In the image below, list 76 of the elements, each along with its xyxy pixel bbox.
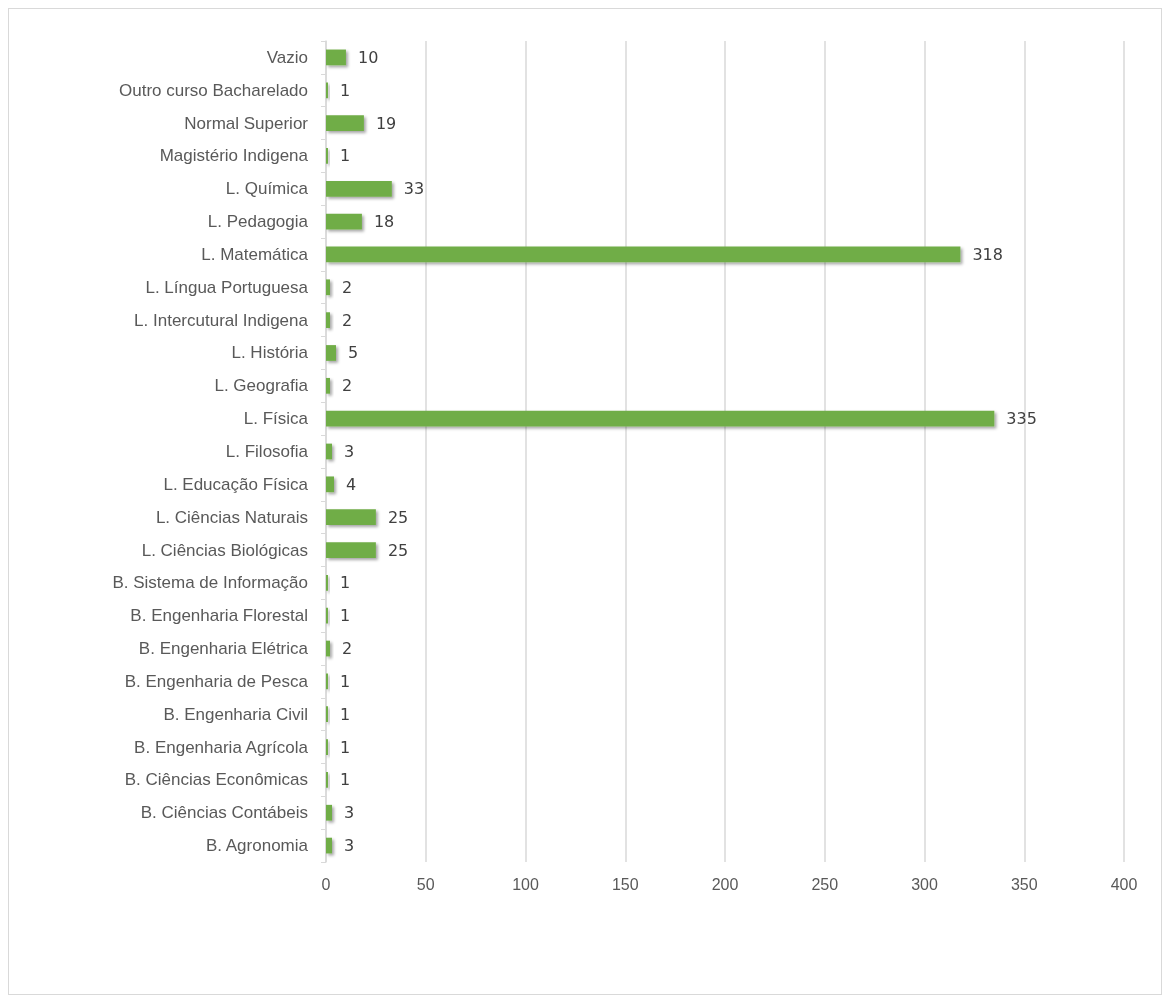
data-label: 1 <box>339 606 351 626</box>
x-tick-label: 150 <box>611 875 639 893</box>
x-tick-label: 300 <box>911 875 938 893</box>
y-tick-label: B. Engenharia Civil <box>163 704 308 724</box>
y-tick-label: L. Física <box>243 409 309 429</box>
bar <box>326 640 330 657</box>
y-tick-label: B. Engenharia Florestal <box>130 606 308 626</box>
y-tick-label: L. Ciências Biológicas <box>141 540 308 560</box>
bar <box>326 115 364 131</box>
data-label: 3 <box>343 803 355 823</box>
y-tick-label: L. Filosofia <box>225 442 309 461</box>
y-tick-label: L. Química <box>225 179 309 199</box>
data-label: 33 <box>403 179 425 199</box>
y-tick-label: L. Educação Física <box>163 474 309 494</box>
data-label: 10 <box>357 47 379 67</box>
y-tick-label: L. Ciências Naturais <box>155 507 308 527</box>
bar <box>326 180 392 197</box>
data-label: 2 <box>341 310 353 330</box>
data-label: 1 <box>339 671 351 691</box>
x-tick-label: 0 <box>321 875 331 893</box>
data-label: 2 <box>341 277 353 297</box>
data-label: 1 <box>339 704 351 724</box>
bar <box>326 443 332 460</box>
data-label: 3 <box>343 836 355 856</box>
data-label: 335 <box>1006 409 1037 429</box>
bar <box>326 509 376 526</box>
data-label: 18 <box>373 212 395 232</box>
y-tick-label: B. Sistema de Informação <box>112 573 308 593</box>
y-tick-label: L. História <box>231 343 309 363</box>
y-tick-label: Magistério Indigena <box>159 146 309 166</box>
bar <box>326 410 995 427</box>
data-label: 1 <box>339 573 351 593</box>
y-tick-label: Outro curso Bacharelado <box>119 80 308 100</box>
x-tick-label: 100 <box>512 875 539 893</box>
x-tick-label: 50 <box>416 875 435 893</box>
data-label: 3 <box>343 442 355 461</box>
data-label: 1 <box>339 737 351 757</box>
bar <box>326 279 330 296</box>
y-tick-label: B. Agronomia <box>205 836 309 856</box>
x-tick-label: 250 <box>811 875 839 893</box>
bar <box>326 345 336 361</box>
data-label: 2 <box>341 376 353 396</box>
y-tick-label: L. Geografia <box>214 376 309 396</box>
data-label: 25 <box>387 507 409 527</box>
bar <box>326 49 346 66</box>
bar <box>326 804 332 821</box>
x-tick-label: 200 <box>711 875 739 893</box>
bar <box>326 476 334 493</box>
y-tick-label: B. Ciências Contábeis <box>140 803 308 823</box>
bar <box>326 837 332 854</box>
data-label: 2 <box>341 639 353 659</box>
data-label: 318 <box>972 244 1003 264</box>
data-label: 1 <box>339 146 351 166</box>
y-tick-label: B. Engenharia Elétrica <box>138 639 309 659</box>
y-tick-label: L. Pedagogia <box>207 212 309 232</box>
y-tick-label: L. Intercutural Indigena <box>134 310 309 330</box>
y-tick-label: B. Engenharia Agrícola <box>134 737 309 757</box>
x-tick-label: 350 <box>1010 875 1038 893</box>
data-label: 1 <box>339 770 351 790</box>
x-tick-label: 400 <box>1110 875 1138 893</box>
y-tick-label: B. Ciências Econômicas <box>124 770 308 790</box>
data-label: 5 <box>347 343 359 363</box>
bar <box>326 377 330 394</box>
data-label: 1 <box>339 80 351 100</box>
data-label: 19 <box>375 113 397 133</box>
bar <box>326 246 961 263</box>
data-label: 4 <box>345 474 357 494</box>
y-tick-label: B. Engenharia de Pesca <box>124 671 309 691</box>
bar <box>326 312 330 329</box>
y-tick-label: L. Matemática <box>201 244 309 264</box>
y-tick-label: Vazio <box>266 47 308 67</box>
y-tick-label: Normal Superior <box>184 113 309 133</box>
data-label: 25 <box>387 540 409 560</box>
y-tick-label: L. Língua Portuguesa <box>145 277 309 297</box>
bar <box>326 213 362 230</box>
bar <box>326 542 376 558</box>
